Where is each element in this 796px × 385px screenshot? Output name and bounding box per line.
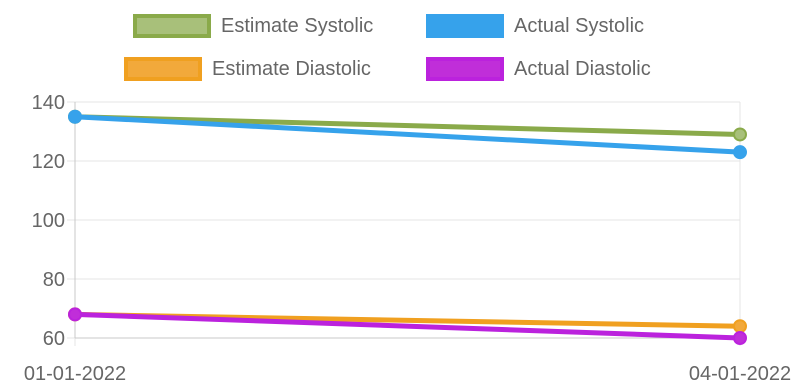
- series-lines: [68, 109, 747, 345]
- data-point-actual-diastolic-0[interactable]: [68, 307, 82, 322]
- tick-labels: 60 80 100 120 140 01-01-2022 04-01-2022: [24, 92, 791, 385]
- x-tick-label: 04-01-2022: [689, 363, 791, 385]
- legend-swatch-actual-diastolic: [426, 57, 504, 81]
- data-point-estimate-systolic-1[interactable]: [733, 127, 747, 142]
- y-tick-label: 100: [32, 210, 65, 232]
- series-line-estimate-systolic: [72, 114, 743, 137]
- grid-lines: [67, 101, 741, 346]
- legend-item-estimate-systolic[interactable]: Estimate Systolic: [133, 10, 373, 42]
- legend-label-actual-diastolic: Actual Diastolic: [514, 57, 651, 80]
- legend-swatch-estimate-systolic: [133, 14, 211, 38]
- data-point-actual-systolic-0[interactable]: [68, 109, 82, 124]
- y-tick-label: 140: [32, 92, 65, 114]
- y-tick-label: 120: [32, 151, 65, 173]
- legend-label-estimate-systolic: Estimate Systolic: [221, 14, 374, 37]
- chart-legend: Estimate Systolic Actual Systolic Estima…: [0, 0, 796, 92]
- data-point-actual-systolic-1[interactable]: [733, 145, 747, 160]
- legend-item-estimate-diastolic[interactable]: Estimate Diastolic: [124, 53, 371, 85]
- data-point-actual-diastolic-1[interactable]: [733, 331, 747, 345]
- x-tick-label: 01-01-2022: [24, 363, 126, 385]
- legend-label-estimate-diastolic: Estimate Diastolic: [212, 57, 371, 80]
- data-point-estimate-diastolic-1[interactable]: [733, 319, 747, 334]
- legend-swatch-actual-systolic: [426, 14, 504, 38]
- series-line-actual-diastolic: [72, 311, 743, 341]
- legend-item-actual-systolic[interactable]: Actual Systolic: [426, 10, 644, 42]
- y-tick-label: 60: [43, 328, 65, 350]
- series-line-actual-systolic: [72, 114, 743, 155]
- y-tick-label: 80: [43, 269, 65, 291]
- legend-item-actual-diastolic[interactable]: Actual Diastolic: [426, 53, 651, 85]
- legend-swatch-estimate-diastolic: [124, 57, 202, 81]
- legend-label-actual-systolic: Actual Systolic: [514, 14, 645, 37]
- axes: [74, 102, 740, 339]
